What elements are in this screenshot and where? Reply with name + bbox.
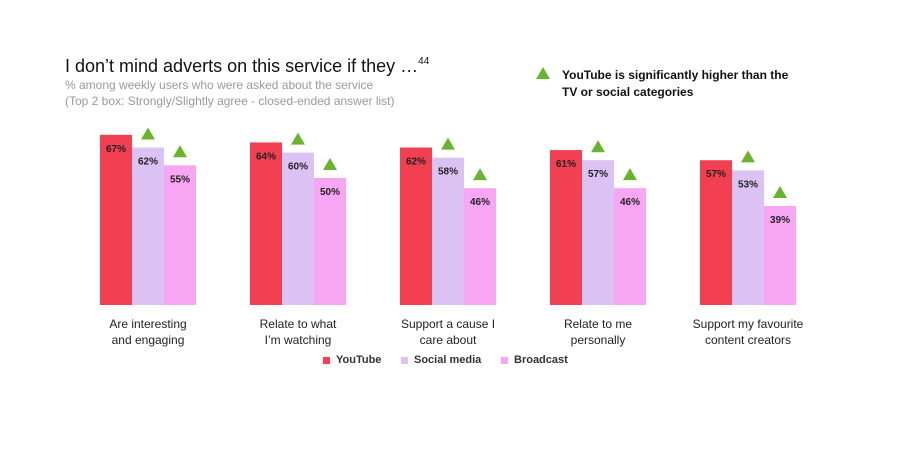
legend-swatch [323,357,330,364]
value-label: 46% [620,197,640,208]
value-label: 50% [320,187,340,198]
bar [464,188,496,305]
significance-marker [291,132,305,145]
legend-label: Broadcast [514,354,568,366]
value-label: 55% [170,174,190,185]
bar [764,205,796,305]
bar [550,150,582,305]
x-tick-label: Relate to what I’m watching [259,317,337,347]
chart-title: I don’t mind adverts on this service if … [65,56,419,76]
significance-marker [323,158,337,170]
value-label: 57% [706,169,726,180]
value-label: 58% [438,167,458,178]
value-label: 60% [288,162,308,173]
bar [250,142,282,305]
value-label: 53% [738,179,758,190]
annotation: YouTube is significantly higher than the… [562,68,789,99]
value-label: 62% [138,157,158,168]
subtitle: % among weekly users who were asked abou… [65,78,374,92]
value-label: 46% [470,197,490,208]
subtitle: (Top 2 box: Strongly/Slightly agree - cl… [65,94,395,108]
significance-marker [741,150,755,163]
value-label: 61% [556,159,576,170]
bar [164,165,196,305]
legend-swatch [401,357,408,364]
bar [314,178,346,305]
x-tick-label: Are interesting and engaging [109,317,187,347]
x-tick-label: Support a cause I care about [400,317,496,347]
bar [400,147,432,305]
bar [614,188,646,305]
legend-label: YouTube [336,354,382,366]
significance-marker [473,168,487,181]
significance-marker [773,185,787,198]
value-label: 67% [106,144,126,155]
bar [732,170,764,305]
bar [432,157,464,305]
annotation-marker [536,67,550,79]
significance-marker [623,168,637,181]
x-tick-label: Relate to me personally [563,317,633,347]
bar [700,160,732,305]
legend-label: Social media [414,354,482,366]
value-label: 62% [406,157,426,168]
bar [282,152,314,305]
chart-title-wrap: I don’t mind adverts on this service if … [65,56,429,77]
title-superscript: 44 [418,56,430,67]
bar [582,160,614,305]
significance-marker [173,145,187,158]
bar [100,134,132,305]
x-tick-label: Support my favourite content creators [692,317,804,347]
value-label: 39% [770,215,790,226]
legend-swatch [501,357,508,364]
value-label: 57% [588,169,608,180]
value-label: 64% [256,151,276,162]
significance-marker [591,140,605,153]
significance-marker [441,137,455,150]
significance-marker [141,127,155,140]
bar [132,147,164,305]
